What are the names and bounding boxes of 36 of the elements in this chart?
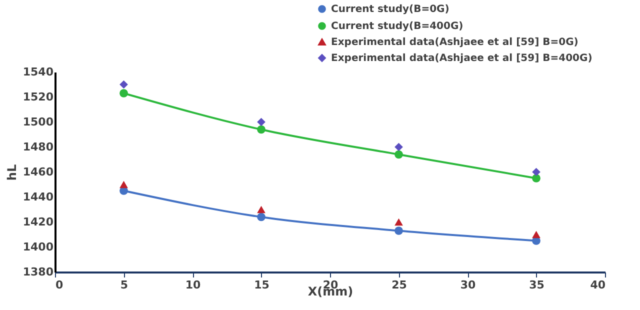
point xyxy=(120,89,128,98)
y-tick-label: 1420 xyxy=(22,216,54,228)
y-tick-label: 1400 xyxy=(22,240,54,254)
legend-label: Experimental data(Ashjaee et al [59] B=400G) xyxy=(331,53,592,64)
point xyxy=(394,218,403,226)
point xyxy=(532,174,540,182)
y-tick-label: 1440 xyxy=(22,190,54,204)
y-tick-label: 1460 xyxy=(22,166,54,178)
point xyxy=(257,118,266,126)
x-tick-label: 40 xyxy=(590,278,606,292)
y-tick-label: 1480 xyxy=(22,140,54,154)
x-tick-label: 25 xyxy=(392,278,407,292)
point xyxy=(532,230,540,238)
point xyxy=(257,125,266,134)
point xyxy=(120,180,128,188)
x-tick-label: 0 xyxy=(56,278,64,292)
legend-label: Experimental data(Ashjaee et al [59] B=0G) xyxy=(331,37,578,48)
x-tick-label: 5 xyxy=(120,278,128,292)
x-tick-label: 15 xyxy=(254,278,270,292)
point xyxy=(394,226,403,235)
point xyxy=(532,168,540,176)
legend-label: Current study(B=400G) xyxy=(331,21,464,32)
x-tick-label: 35 xyxy=(529,278,544,292)
point xyxy=(394,142,403,152)
y-axis-title: hL xyxy=(4,164,19,181)
y-tick-label: 1540 xyxy=(22,66,54,78)
point xyxy=(257,206,266,214)
x-tick-label: 30 xyxy=(460,278,476,292)
point xyxy=(120,80,128,89)
point xyxy=(257,212,266,222)
y-tick-label: 1500 xyxy=(22,116,54,128)
x-tick-label: 10 xyxy=(185,278,201,292)
point xyxy=(394,150,403,159)
legend-label: Current study(B=0G) xyxy=(331,4,450,15)
y-tick-label: 1380 xyxy=(22,266,54,278)
y-tick-label: 1520 xyxy=(22,90,54,104)
